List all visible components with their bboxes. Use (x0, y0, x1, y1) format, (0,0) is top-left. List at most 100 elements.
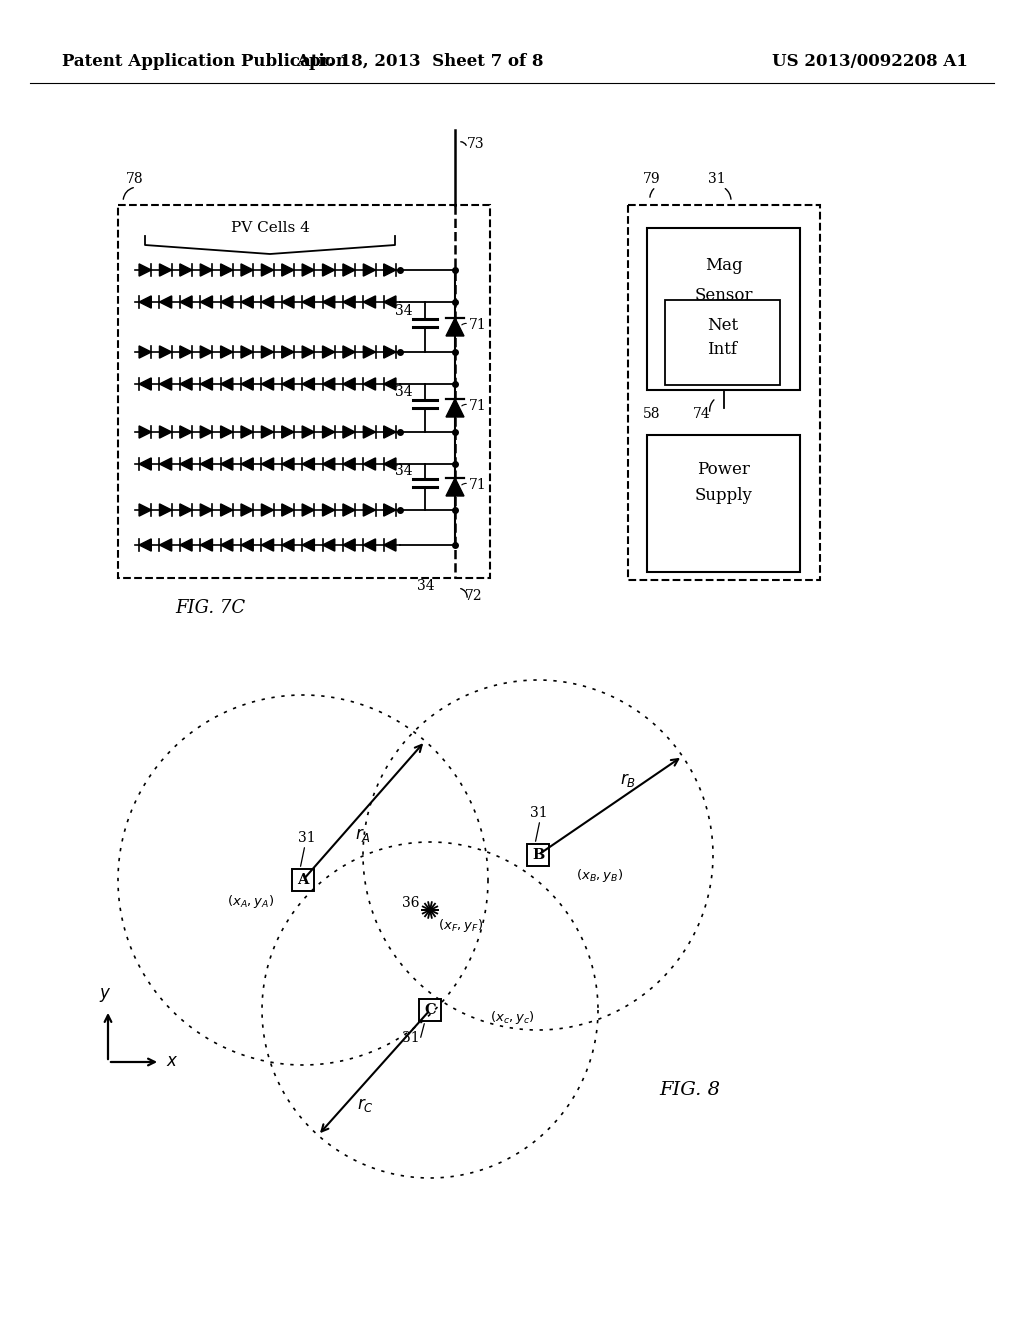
Polygon shape (261, 539, 273, 552)
Text: $y$: $y$ (98, 986, 112, 1005)
Polygon shape (220, 426, 232, 438)
Text: 31: 31 (402, 1031, 420, 1045)
Text: Patent Application Publication: Patent Application Publication (62, 54, 348, 70)
Text: 34: 34 (395, 304, 413, 318)
Polygon shape (180, 504, 193, 516)
Polygon shape (364, 346, 376, 358)
Polygon shape (241, 458, 253, 470)
Polygon shape (139, 264, 152, 276)
Polygon shape (139, 346, 152, 358)
Polygon shape (323, 539, 335, 552)
Polygon shape (282, 346, 294, 358)
Polygon shape (323, 346, 335, 358)
Polygon shape (220, 539, 232, 552)
Text: $(x_A, y_A)$: $(x_A, y_A)$ (227, 894, 274, 911)
Polygon shape (261, 296, 273, 308)
Text: B: B (531, 847, 544, 862)
Text: 31: 31 (530, 807, 548, 820)
Polygon shape (241, 346, 253, 358)
Text: 71: 71 (469, 399, 486, 413)
Polygon shape (282, 264, 294, 276)
Polygon shape (302, 504, 314, 516)
Text: $r_B$: $r_B$ (620, 771, 636, 789)
Polygon shape (323, 296, 335, 308)
Polygon shape (343, 346, 355, 358)
Polygon shape (364, 426, 376, 438)
Polygon shape (201, 539, 212, 552)
Polygon shape (323, 504, 335, 516)
Polygon shape (446, 478, 464, 496)
Polygon shape (220, 346, 232, 358)
Polygon shape (160, 426, 172, 438)
Polygon shape (201, 426, 212, 438)
Text: Net: Net (707, 317, 738, 334)
Polygon shape (261, 458, 273, 470)
Polygon shape (241, 378, 253, 391)
Text: $(x_B, y_B)$: $(x_B, y_B)$ (577, 866, 624, 883)
Polygon shape (384, 296, 396, 308)
Polygon shape (261, 378, 273, 391)
Text: 78: 78 (126, 172, 143, 186)
Polygon shape (384, 504, 396, 516)
Polygon shape (261, 426, 273, 438)
Bar (419, 999, 441, 1020)
Polygon shape (201, 346, 212, 358)
Text: 31: 31 (708, 172, 726, 186)
Polygon shape (384, 264, 396, 276)
Text: FIG. 8: FIG. 8 (659, 1081, 721, 1100)
Polygon shape (364, 296, 376, 308)
Polygon shape (343, 504, 355, 516)
Polygon shape (384, 426, 396, 438)
Text: 34: 34 (395, 385, 413, 399)
Polygon shape (160, 504, 172, 516)
Polygon shape (343, 458, 355, 470)
Polygon shape (302, 264, 314, 276)
Text: 31: 31 (298, 832, 315, 845)
Polygon shape (384, 539, 396, 552)
Polygon shape (139, 378, 152, 391)
Polygon shape (364, 504, 376, 516)
Polygon shape (160, 458, 172, 470)
Polygon shape (302, 458, 314, 470)
Polygon shape (180, 458, 193, 470)
Polygon shape (160, 346, 172, 358)
Text: C: C (424, 1003, 436, 1016)
Polygon shape (220, 378, 232, 391)
Polygon shape (302, 378, 314, 391)
Text: 58: 58 (643, 407, 660, 421)
Polygon shape (384, 378, 396, 391)
Text: $x$: $x$ (166, 1053, 178, 1071)
Polygon shape (364, 458, 376, 470)
Polygon shape (241, 426, 253, 438)
Polygon shape (261, 504, 273, 516)
Polygon shape (220, 296, 232, 308)
Text: 72: 72 (465, 589, 482, 603)
Polygon shape (160, 539, 172, 552)
Text: FIG. 7C: FIG. 7C (175, 599, 245, 616)
Polygon shape (302, 296, 314, 308)
Polygon shape (282, 426, 294, 438)
Text: Power: Power (697, 462, 750, 479)
Polygon shape (343, 264, 355, 276)
Polygon shape (446, 399, 464, 417)
Polygon shape (139, 426, 152, 438)
Bar (118, 205, 490, 578)
Polygon shape (282, 504, 294, 516)
Polygon shape (302, 346, 314, 358)
Text: 71: 71 (469, 318, 486, 333)
Text: $(x_c, y_c)$: $(x_c, y_c)$ (490, 1010, 535, 1027)
Polygon shape (323, 264, 335, 276)
Text: 73: 73 (467, 137, 484, 150)
Polygon shape (160, 264, 172, 276)
Text: 79: 79 (643, 172, 660, 186)
Polygon shape (220, 504, 232, 516)
Polygon shape (282, 378, 294, 391)
Polygon shape (201, 458, 212, 470)
Polygon shape (323, 458, 335, 470)
Polygon shape (282, 458, 294, 470)
Polygon shape (220, 264, 232, 276)
Polygon shape (160, 378, 172, 391)
Polygon shape (180, 296, 193, 308)
Text: Apr. 18, 2013  Sheet 7 of 8: Apr. 18, 2013 Sheet 7 of 8 (296, 54, 544, 70)
Polygon shape (220, 458, 232, 470)
